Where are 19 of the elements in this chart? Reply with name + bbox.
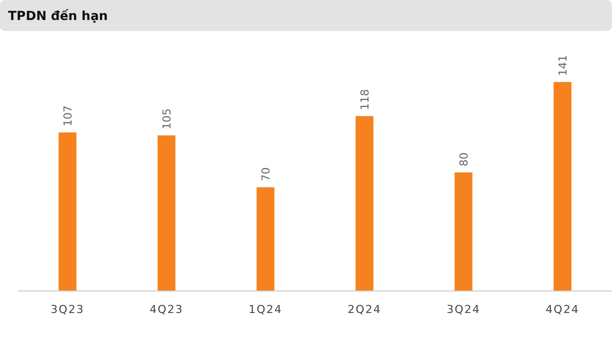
- chart-title: TPDN đến hạn: [8, 8, 108, 23]
- x-tick-label: 1Q24: [248, 302, 282, 316]
- data-label: 118: [358, 89, 372, 110]
- bar: [356, 116, 374, 291]
- bar: [454, 172, 472, 291]
- x-tick-label: 4Q23: [150, 302, 184, 316]
- x-tick-label: 2Q24: [348, 302, 382, 316]
- data-label: 80: [458, 152, 470, 166]
- bar: [256, 187, 274, 291]
- x-tick-label: 4Q24: [546, 302, 580, 316]
- x-tick-label: 3Q23: [50, 302, 84, 316]
- x-tick-label: 3Q24: [446, 302, 480, 316]
- bar: [58, 132, 76, 291]
- data-label: 70: [260, 167, 272, 182]
- bar: [158, 135, 176, 291]
- bar: [554, 82, 572, 291]
- data-label: 105: [160, 108, 174, 130]
- data-label: 141: [556, 55, 570, 76]
- data-label: 107: [62, 105, 74, 126]
